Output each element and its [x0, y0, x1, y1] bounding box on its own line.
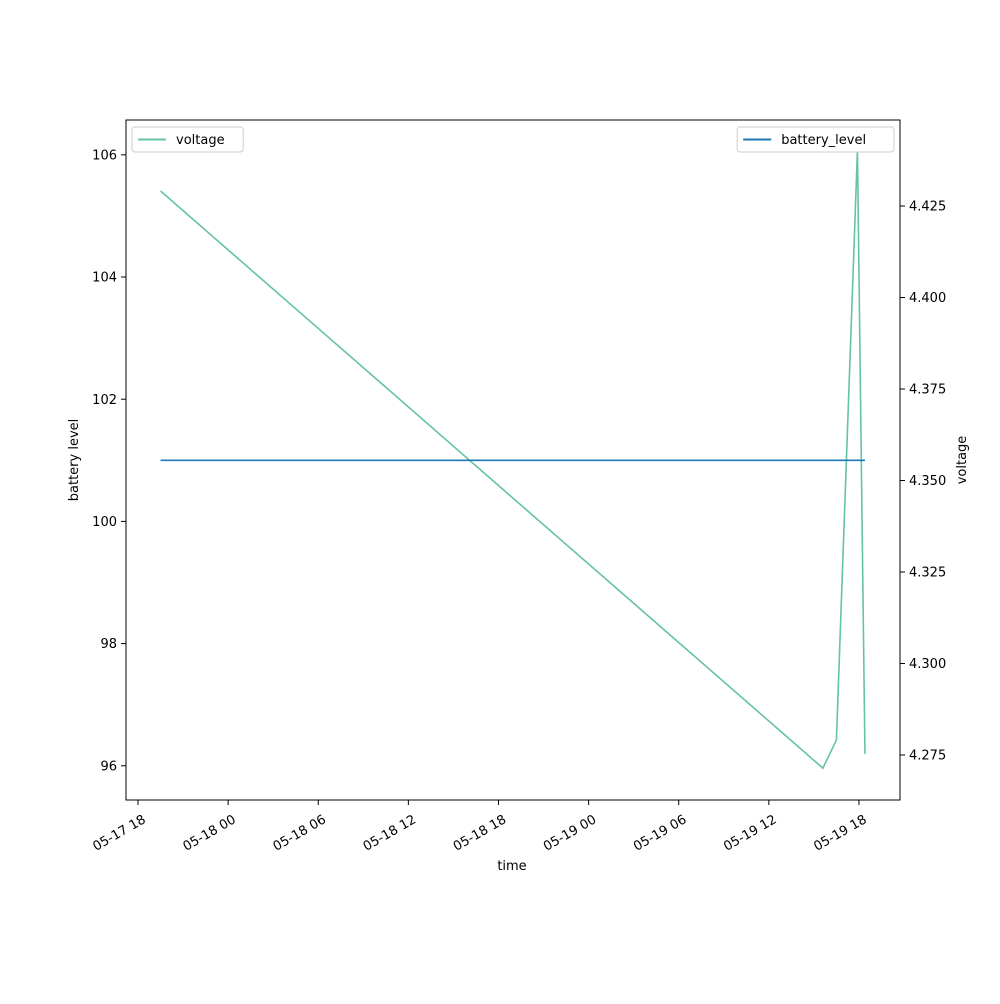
y2-tick-label: 4.350	[909, 474, 946, 489]
y-tick-label: 102	[92, 393, 117, 408]
x-axis-label: time	[497, 859, 526, 874]
y2-tick-label: 4.400	[909, 291, 946, 306]
x-tick-label: 05-19 00	[541, 812, 599, 854]
y-tick-label: 100	[92, 515, 117, 530]
x-tick-label: 05-18 12	[361, 812, 419, 854]
x-tick-label: 05-18 18	[451, 812, 509, 854]
x-tick-label: 05-18 00	[181, 812, 239, 854]
y2-tick-label: 4.425	[909, 200, 946, 215]
legend-box	[736, 126, 895, 153]
y2-tick-label: 4.375	[909, 383, 946, 398]
x-tick-label: 05-18 06	[271, 812, 329, 854]
legend-box	[131, 126, 244, 153]
legend: voltage	[131, 126, 244, 153]
legend: battery_level	[736, 126, 895, 153]
y-axis-label: battery level	[67, 419, 82, 502]
series-line	[160, 149, 866, 770]
x-tick-label: 05-19 06	[631, 812, 689, 854]
y-tick-label: 96	[100, 759, 117, 774]
legend-label: voltage	[176, 133, 225, 148]
plot-frame	[125, 119, 901, 801]
y-tick-label: 106	[92, 148, 117, 163]
y-tick-label: 104	[92, 271, 117, 286]
y2-axis-label: voltage	[955, 436, 970, 485]
y-tick-label: 98	[100, 637, 117, 652]
x-tick-label: 05-19 18	[811, 812, 869, 854]
y2-tick-label: 4.325	[909, 566, 946, 581]
x-tick-label: 05-17 18	[90, 812, 148, 854]
y2-tick-label: 4.275	[909, 749, 946, 764]
x-tick-label: 05-19 12	[721, 812, 779, 854]
legend-label: battery_level	[781, 133, 866, 148]
y2-tick-label: 4.300	[909, 657, 946, 672]
